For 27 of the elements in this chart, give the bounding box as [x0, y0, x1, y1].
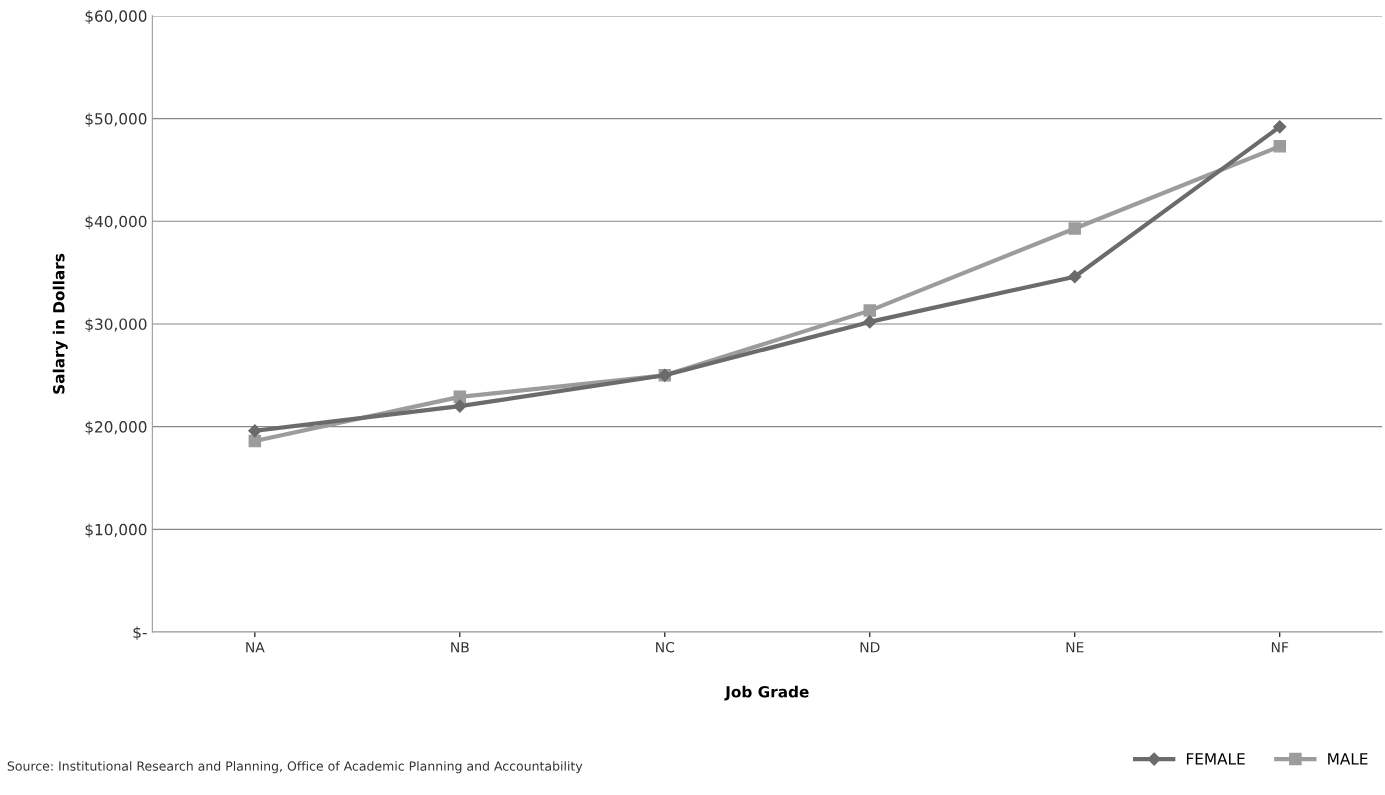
x-tick-label: NE [1066, 642, 1084, 653]
y-tick-label: $50,000 [85, 112, 147, 127]
x-tick-label: NB [451, 642, 469, 653]
point [1068, 270, 1082, 284]
y-tick-label: $40,000 [85, 215, 147, 230]
x-tick-label: NA [246, 642, 265, 653]
point [863, 304, 877, 317]
x-tick-label: NF [1271, 642, 1289, 653]
legend-label: FEMALE [1186, 753, 1245, 765]
y-tick-label: $- [133, 626, 147, 641]
x-tick-label: ND [860, 642, 880, 653]
y-tick-label: $30,000 [85, 318, 147, 333]
point [1273, 140, 1286, 153]
y-tick-label: $20,000 [85, 420, 147, 435]
point [1068, 222, 1082, 235]
x-axis-title: Job Grade [724, 685, 809, 701]
point [248, 434, 262, 448]
point [453, 399, 467, 413]
y-tick-label: $60,000 [85, 10, 147, 24]
point [248, 424, 262, 438]
source-note: Source: Institutional Research and Planning, Office of Academic Planning and Accountability [7, 761, 583, 774]
legend-label: MALE [1328, 753, 1368, 765]
point [863, 315, 877, 329]
point [1273, 120, 1287, 134]
x-tick-label: NC [656, 641, 675, 653]
y-axis-title: Salary in Dollars [52, 253, 68, 394]
y-tick-label: $10,000 [85, 523, 147, 538]
